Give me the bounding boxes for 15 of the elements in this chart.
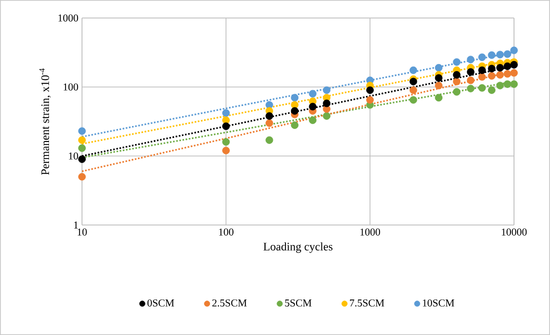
- y-tick-label: 1000: [58, 14, 78, 22]
- legend-label: 5SCM: [285, 299, 312, 306]
- y-tick-label: 100: [64, 83, 78, 91]
- y-axis-title: Permanent strain, x10$^{-4}$: [39, 68, 51, 175]
- x-axis-title: Loading cycles: [263, 242, 332, 253]
- y-tick-label: 10: [68, 152, 78, 160]
- x-tick-label: 1000: [360, 228, 380, 236]
- legend-label: 7.5SCM: [350, 299, 384, 307]
- legend-label: 0SCM: [147, 299, 174, 306]
- x-tick-label: 10: [78, 228, 87, 236]
- x-tick-label: 100: [219, 228, 234, 236]
- legend-label: 10SCM: [422, 299, 454, 306]
- y-tick-label: 1: [74, 222, 78, 228]
- legend-label: 2.5SCM: [212, 299, 247, 307]
- x-tick-label: 10000: [502, 228, 527, 236]
